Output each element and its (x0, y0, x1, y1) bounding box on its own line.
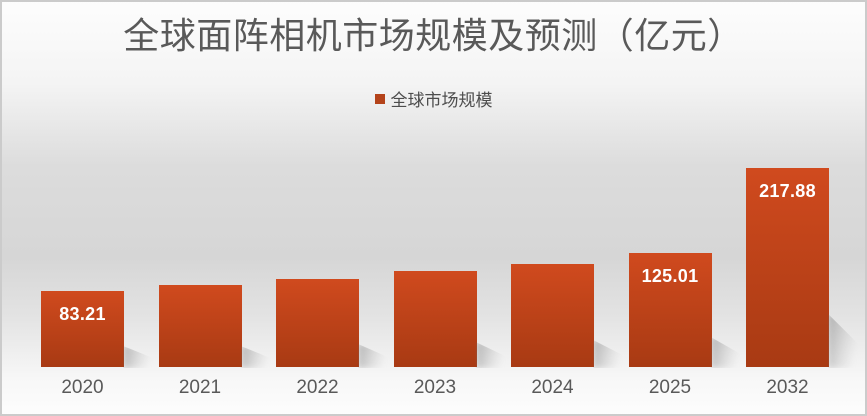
bar-value-label: 83.21 (59, 304, 106, 324)
x-axis-label: 2024 (531, 377, 574, 398)
x-axis-label: 2021 (178, 377, 222, 398)
bar (158, 284, 242, 367)
chart-title: 全球面阵相机市场规模及预测（亿元） (123, 16, 744, 56)
bar: 217.88 (746, 168, 829, 367)
bar (511, 263, 594, 367)
bar (276, 279, 359, 367)
x-axis-label: 2025 (648, 377, 692, 398)
x-axis-label: 2023 (413, 377, 457, 398)
legend: 全球市场规模 (0, 86, 867, 111)
x-axis-label: 2022 (296, 377, 339, 398)
x-axis-label: 2032 (766, 377, 809, 398)
bar: 83.21 (41, 291, 124, 367)
bar (393, 271, 477, 367)
bar-value-label: 217.88 (759, 181, 816, 201)
bar-value-label: 125.01 (641, 265, 699, 286)
bar: 125.01 (628, 252, 712, 367)
legend-label: 全球市场规模 (390, 91, 493, 110)
x-axis-label: 2020 (61, 377, 104, 398)
legend-swatch-icon (374, 93, 385, 104)
